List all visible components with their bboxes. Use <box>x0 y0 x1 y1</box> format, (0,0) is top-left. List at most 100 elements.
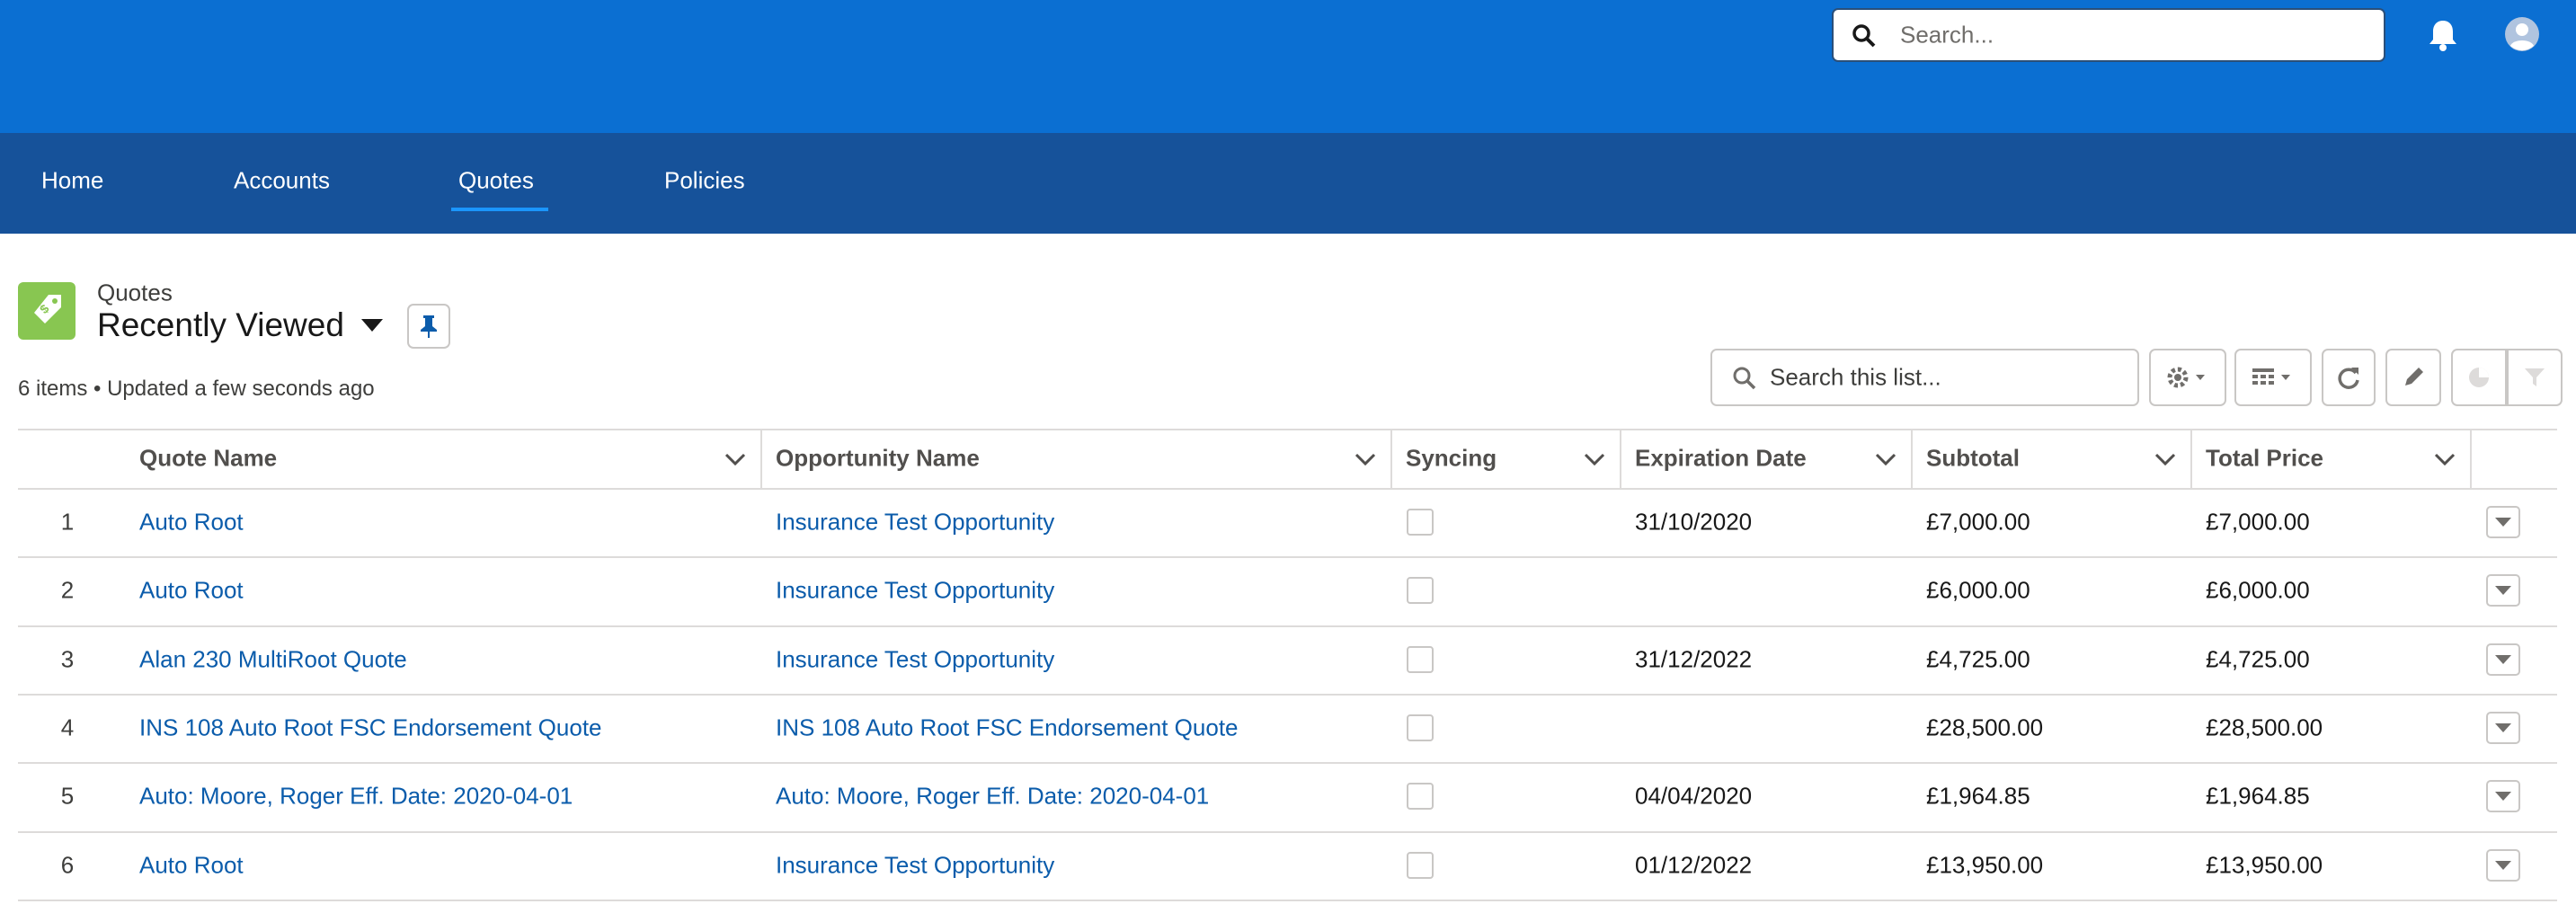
column-menu[interactable] <box>1875 452 1896 466</box>
quote-name[interactable]: Auto Root <box>139 851 244 879</box>
global-search[interactable]: Search... <box>1832 8 2385 62</box>
column-header[interactable]: Expiration Date <box>1635 444 1807 472</box>
filter-button[interactable] <box>2507 349 2563 406</box>
column-divider <box>1911 429 1913 488</box>
sync-checkbox <box>1407 645 1434 673</box>
opportunity-name[interactable]: Insurance Test Opportunity <box>776 576 1055 604</box>
chevron <box>2495 586 2511 596</box>
opportunity-name[interactable]: INS 108 Auto Root FSC Endorsement Quote <box>776 714 1239 741</box>
row-number: 2 <box>60 576 75 604</box>
total-price: £28,500.00 <box>2206 714 2323 741</box>
row-action-button[interactable] <box>2486 643 2520 676</box>
column-menu[interactable] <box>2434 452 2456 466</box>
sync-checkbox <box>1407 714 1434 742</box>
bell-icon[interactable] <box>2427 18 2459 52</box>
quote-name[interactable]: Auto Root <box>139 576 244 604</box>
opportunity-name[interactable]: Insurance Test Opportunity <box>776 508 1055 536</box>
subtotal: £28,500.00 <box>1926 714 2044 741</box>
sync-checkbox <box>1407 577 1434 605</box>
quote-icon: $ <box>18 282 76 340</box>
row-border <box>18 830 2557 833</box>
quote-name[interactable]: Auto Root <box>139 508 244 536</box>
column-menu[interactable] <box>2154 452 2176 466</box>
object-label: Quotes <box>97 279 173 306</box>
opportunity-name[interactable]: Insurance Test Opportunity <box>776 851 1055 879</box>
row-border <box>18 762 2557 765</box>
column-divider <box>2470 429 2472 488</box>
expiration-date: 04/04/2020 <box>1635 782 1753 810</box>
search-icon <box>1733 367 1756 390</box>
column-header[interactable]: Quote Name <box>139 444 278 472</box>
subtotal: £1,964.85 <box>1926 782 2030 810</box>
row-number: 3 <box>60 645 75 673</box>
search-icon <box>1852 24 1876 48</box>
row-action-button[interactable] <box>2486 574 2520 607</box>
view-dropdown[interactable] <box>360 317 385 333</box>
quote-name[interactable]: Alan 230 MultiRoot Quote <box>139 645 407 673</box>
column-header[interactable]: Syncing <box>1406 444 1497 472</box>
chart-button[interactable] <box>2451 349 2507 406</box>
sync-checkbox <box>1407 851 1434 879</box>
expiration-date: 31/12/2022 <box>1635 645 1753 673</box>
column-header[interactable]: Subtotal <box>1926 444 2020 472</box>
row-border <box>18 556 2557 559</box>
pin-button[interactable] <box>407 304 450 349</box>
nav-item[interactable]: Home <box>41 166 104 194</box>
refresh-button[interactable] <box>2322 349 2376 406</box>
row-border <box>18 693 2557 696</box>
display-as-button[interactable] <box>2234 349 2312 406</box>
row-action-button[interactable] <box>2486 848 2520 882</box>
chevron <box>2495 723 2511 733</box>
sync-checkbox <box>1407 783 1434 811</box>
subtotal: £7,000.00 <box>1926 508 2030 536</box>
row-number: 4 <box>60 714 75 741</box>
settings-button[interactable] <box>2149 349 2226 406</box>
column-divider <box>1620 429 1621 488</box>
chevron <box>2495 518 2511 527</box>
quote-name[interactable]: Auto: Moore, Roger Eff. Date: 2020-04-01 <box>139 782 573 810</box>
chevron <box>2495 792 2511 802</box>
subtotal: £4,725.00 <box>1926 645 2030 673</box>
column-menu[interactable] <box>1584 452 1605 466</box>
total-price: £6,000.00 <box>2206 576 2310 604</box>
quote-name[interactable]: INS 108 Auto Root FSC Endorsement Quote <box>139 714 602 741</box>
opportunity-name[interactable]: Auto: Moore, Roger Eff. Date: 2020-04-01 <box>776 782 1210 810</box>
row-number: 5 <box>60 782 75 810</box>
column-menu[interactable] <box>1355 452 1376 466</box>
column-header[interactable]: Opportunity Name <box>776 444 980 472</box>
subtotal: £13,950.00 <box>1926 851 2044 879</box>
list-status: 6 items • Updated a few seconds ago <box>18 377 375 401</box>
row-border <box>18 899 2557 901</box>
search-placeholder: Search this list... <box>1770 363 1941 391</box>
nav-item[interactable]: Quotes <box>458 166 534 194</box>
row-action-button[interactable] <box>2486 712 2520 745</box>
row-action-button[interactable] <box>2486 506 2520 539</box>
edit-button[interactable] <box>2385 349 2441 406</box>
row-number: 1 <box>60 508 75 536</box>
list-search[interactable]: Search this list... <box>1710 349 2139 406</box>
expiration-date: 01/12/2022 <box>1635 851 1753 879</box>
total-price: £7,000.00 <box>2206 508 2310 536</box>
chevron <box>2495 860 2511 870</box>
total-price: £13,950.00 <box>2206 851 2323 879</box>
avatar[interactable] <box>2504 16 2540 52</box>
row-action-button[interactable] <box>2486 780 2520 813</box>
nav-item[interactable]: Accounts <box>234 166 330 194</box>
opportunity-name[interactable]: Insurance Test Opportunity <box>776 645 1055 673</box>
sync-checkbox <box>1407 509 1434 536</box>
total-price: £4,725.00 <box>2206 645 2310 673</box>
column-menu[interactable] <box>724 452 746 466</box>
column-header[interactable]: Total Price <box>2206 444 2324 472</box>
chevron <box>2495 654 2511 664</box>
header-bottom-border <box>18 488 2557 490</box>
row-number: 6 <box>60 851 75 879</box>
nav-item[interactable]: Policies <box>664 166 745 194</box>
column-divider <box>1390 429 1392 488</box>
total-price: £1,964.85 <box>2206 782 2310 810</box>
view-name[interactable]: Recently Viewed <box>97 306 344 343</box>
column-divider <box>2190 429 2192 488</box>
expiration-date: 31/10/2020 <box>1635 508 1753 536</box>
nav-bar <box>0 133 2576 234</box>
header-top-border <box>18 429 2557 430</box>
